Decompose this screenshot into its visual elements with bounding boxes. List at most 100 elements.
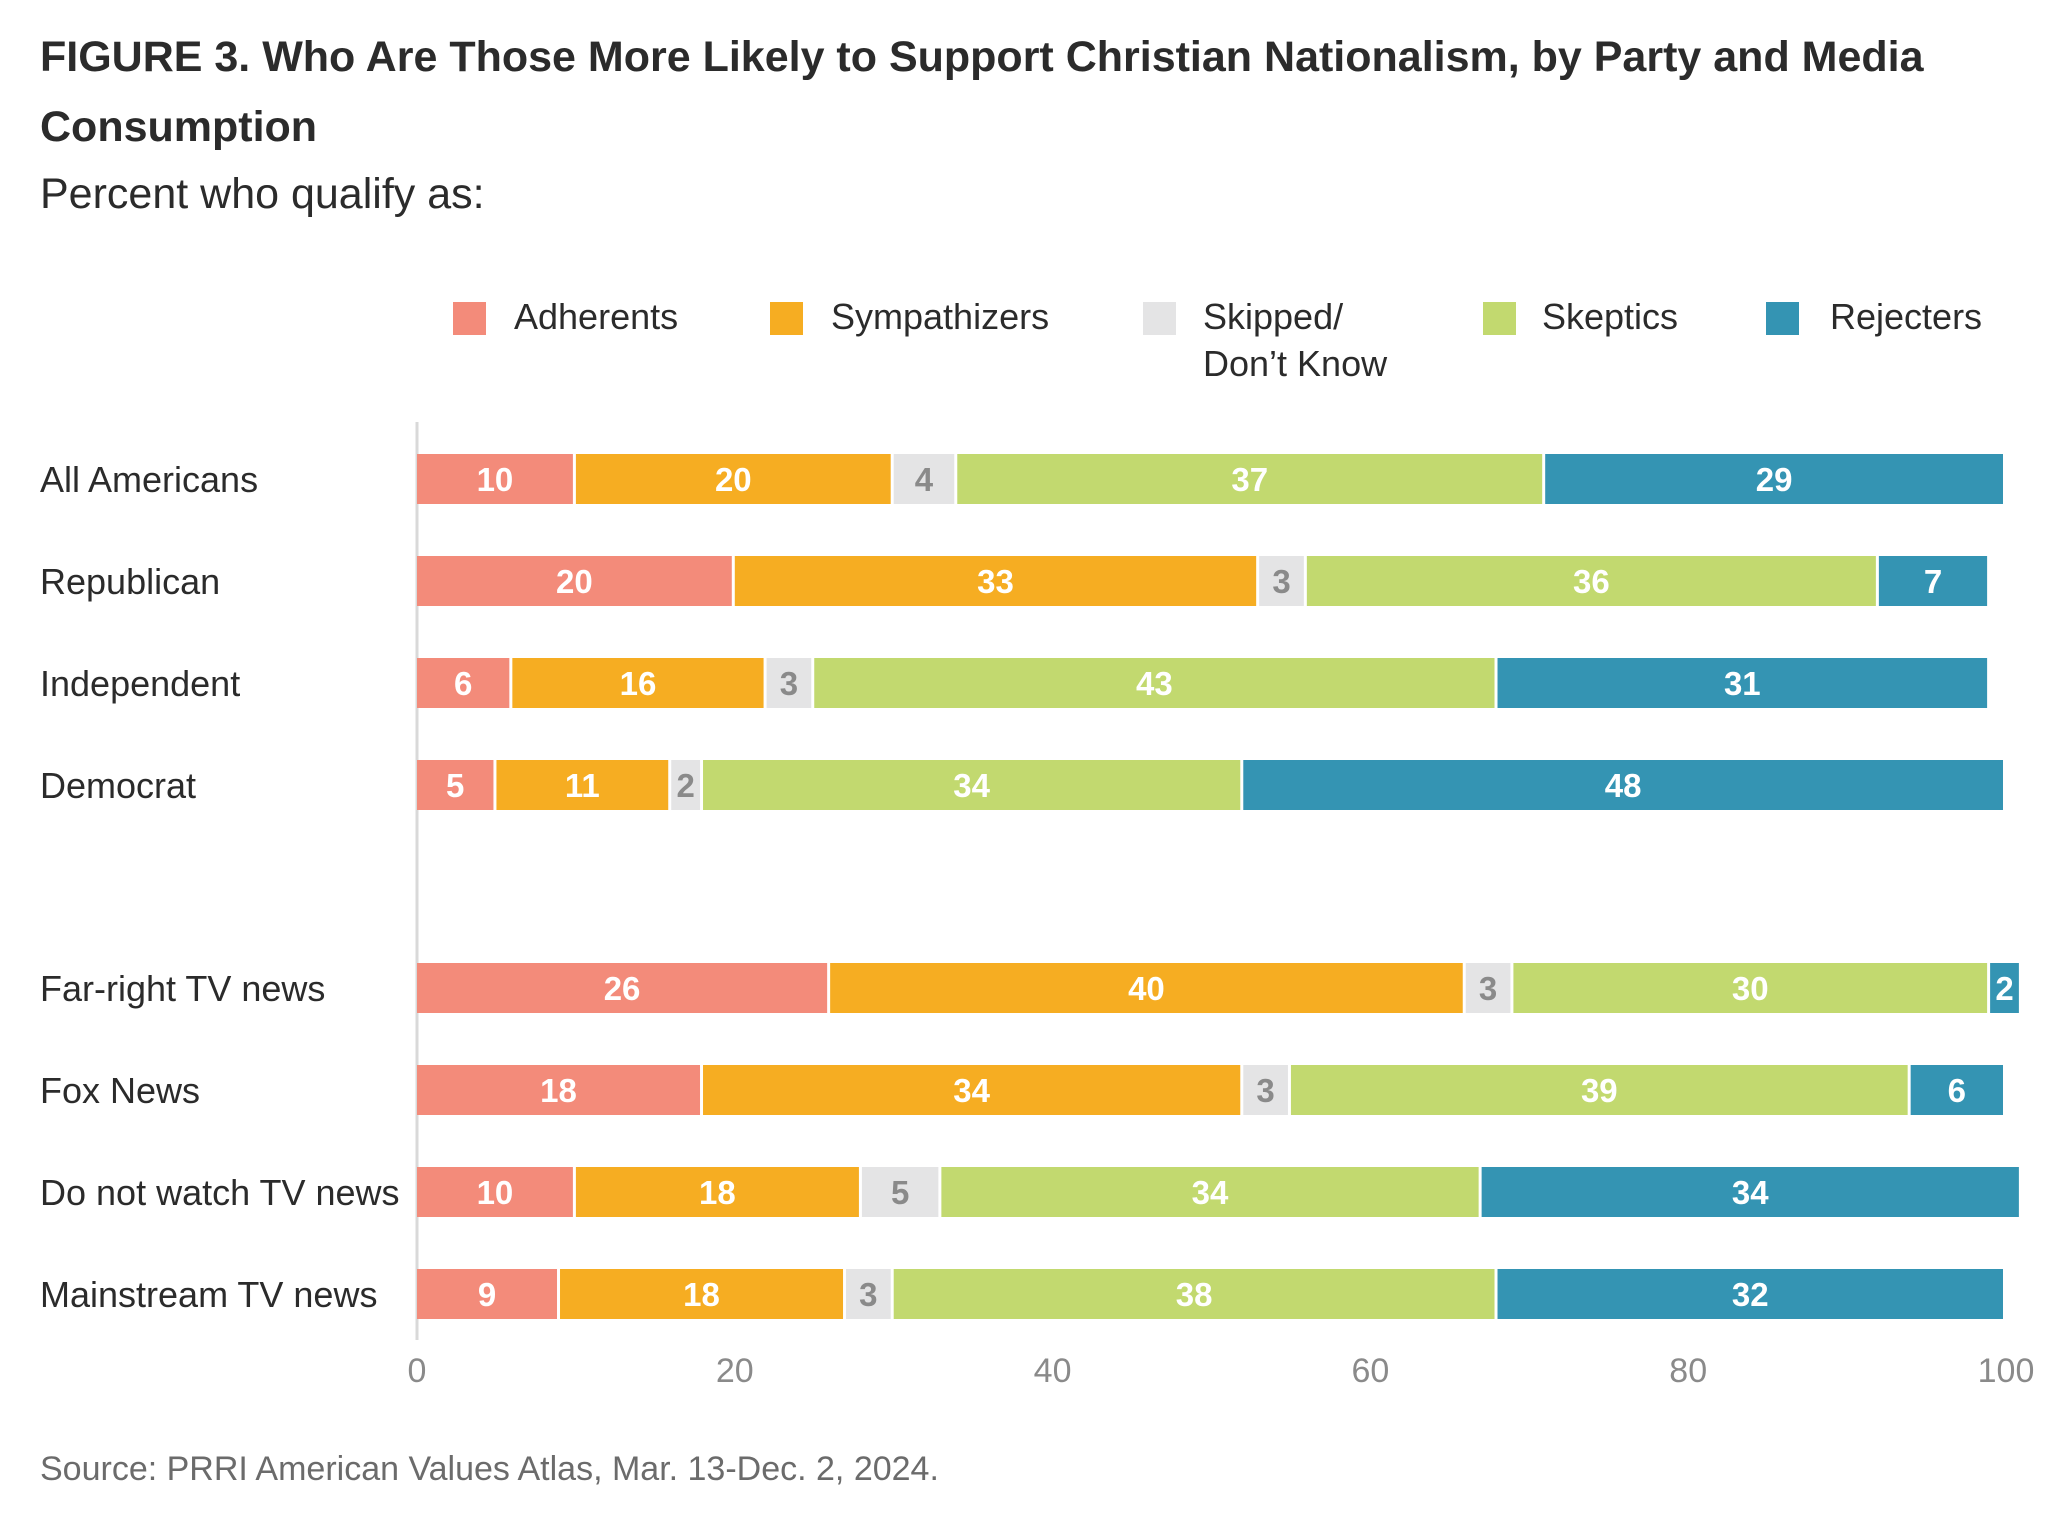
bar-segment-adherents-far-right-tv-news	[417, 963, 828, 1013]
chart-subtitle: Percent who qualify as:	[40, 170, 485, 218]
legend-swatch-rejecters	[1766, 302, 1799, 335]
legend-swatch-skeptics	[1483, 302, 1516, 335]
x-tick-label-0: 0	[408, 1352, 427, 1390]
bar-segment-skipped-don-t-know-democrat	[671, 760, 701, 810]
data-label-rejecters-do-not-watch-tv-news: 34	[1732, 1174, 1769, 1211]
data-label-rejecters-republican: 7	[1924, 563, 1942, 600]
data-label-adherents-independent: 6	[454, 665, 472, 702]
legend-label-rejecters: Rejecters	[1830, 296, 1982, 337]
category-label-independent: Independent	[40, 663, 240, 704]
data-label-rejecters-mainstream-tv-news: 32	[1732, 1276, 1769, 1313]
data-label-skeptics-all-americans: 37	[1231, 461, 1268, 498]
data-label-skeptics-democrat: 34	[953, 767, 990, 804]
bar-segment-rejecters-far-right-tv-news	[1990, 963, 2019, 1013]
bar-segment-skeptics-mainstream-tv-news	[893, 1269, 1495, 1319]
data-label-sympathizers-independent: 16	[620, 665, 657, 702]
bar-segment-sympathizers-all-americans	[575, 454, 891, 504]
bar-segment-adherents-independent	[417, 658, 510, 708]
data-label-rejecters-all-americans: 29	[1756, 461, 1793, 498]
data-label-rejecters-democrat: 48	[1605, 767, 1642, 804]
bar-segment-sympathizers-independent	[512, 658, 764, 708]
data-label-sympathizers-mainstream-tv-news: 18	[683, 1276, 720, 1313]
bar-row-all-americans: All Americans 10 20 4 37 29	[40, 454, 2003, 504]
x-tick-label-60: 60	[1351, 1352, 1389, 1390]
data-label-skipped-don-t-know-do-not-watch-tv-news: 5	[891, 1174, 909, 1211]
legend-swatch-adherents	[453, 302, 486, 335]
data-label-adherents-far-right-tv-news: 26	[604, 970, 641, 1007]
bar-segment-adherents-fox-news	[417, 1065, 701, 1115]
data-label-skeptics-mainstream-tv-news: 38	[1176, 1276, 1213, 1313]
bar-segment-rejecters-republican	[1878, 556, 1988, 606]
data-label-sympathizers-do-not-watch-tv-news: 18	[699, 1174, 736, 1211]
bar-segment-adherents-democrat	[417, 760, 494, 810]
data-label-skipped-don-t-know-democrat: 2	[676, 767, 694, 804]
data-label-skipped-don-t-know-mainstream-tv-news: 3	[859, 1276, 877, 1313]
bar-segment-skeptics-republican	[1306, 556, 1876, 606]
bar-segment-adherents-mainstream-tv-news	[417, 1269, 558, 1319]
data-label-skipped-don-t-know-all-americans: 4	[915, 461, 934, 498]
data-label-skipped-don-t-know-fox-news: 3	[1256, 1072, 1274, 1109]
legend-label-skeptics: Skeptics	[1542, 296, 1678, 337]
data-label-adherents-all-americans: 10	[477, 461, 514, 498]
bar-segment-skipped-don-t-know-republican	[1259, 556, 1304, 606]
bar-segment-rejecters-fox-news	[1910, 1065, 2003, 1115]
bar-row-far-right-tv-news: Far-right TV news 26 40 3 30 2	[40, 963, 2019, 1013]
bar-segment-skipped-don-t-know-do-not-watch-tv-news	[861, 1167, 939, 1217]
bar-segment-skipped-don-t-know-far-right-tv-news	[1465, 963, 1511, 1013]
data-label-adherents-fox-news: 18	[540, 1072, 577, 1109]
data-label-sympathizers-republican: 33	[977, 563, 1014, 600]
data-label-rejecters-independent: 31	[1724, 665, 1761, 702]
bar-segment-skipped-don-t-know-fox-news	[1243, 1065, 1288, 1115]
data-label-adherents-democrat: 5	[446, 767, 464, 804]
data-label-adherents-mainstream-tv-news: 9	[478, 1276, 496, 1313]
legend-label-sympathizers: Sympathizers	[831, 296, 1049, 337]
data-label-skipped-don-t-know-far-right-tv-news: 3	[1479, 970, 1497, 1007]
bar-segment-adherents-all-americans	[417, 454, 573, 504]
bar-segment-adherents-do-not-watch-tv-news	[417, 1167, 573, 1217]
data-label-sympathizers-democrat: 11	[565, 767, 600, 804]
chart-legend: Adherents Sympathizers Skipped/Don’t Know S…	[453, 296, 1982, 384]
legend-label-skipped-don-t-know: Skipped/Don’t Know	[1203, 296, 1388, 384]
bar-segment-rejecters-mainstream-tv-news	[1497, 1269, 2003, 1319]
bar-segment-sympathizers-republican	[734, 556, 1257, 606]
data-label-sympathizers-far-right-tv-news: 40	[1128, 970, 1165, 1007]
bar-row-democrat: Democrat 5 11 2 34 48	[40, 760, 2003, 810]
bar-segment-skipped-don-t-know-independent	[766, 658, 812, 708]
bar-segment-rejecters-democrat	[1243, 760, 2003, 810]
chart-title: FIGURE 3. Who Are Those More Likely to S…	[40, 33, 1924, 151]
category-label-democrat: Democrat	[40, 765, 196, 806]
source-note: Source: PRRI American Values Atlas, Mar.…	[40, 1450, 939, 1488]
x-tick-label-20: 20	[716, 1352, 754, 1390]
category-label-all-americans: All Americans	[40, 459, 258, 500]
data-label-skeptics-fox-news: 39	[1581, 1072, 1618, 1109]
data-label-skipped-don-t-know-independent: 3	[780, 665, 798, 702]
bar-segment-adherents-republican	[417, 556, 732, 606]
bar-segment-skeptics-fox-news	[1290, 1065, 1908, 1115]
data-label-rejecters-fox-news: 6	[1948, 1072, 1966, 1109]
data-label-sympathizers-all-americans: 20	[715, 461, 752, 498]
legend-label-adherents: Adherents	[514, 296, 678, 337]
data-label-adherents-do-not-watch-tv-news: 10	[477, 1174, 514, 1211]
bar-segment-skeptics-far-right-tv-news	[1513, 963, 1988, 1013]
bar-segment-skeptics-democrat	[703, 760, 1241, 810]
bar-segment-skeptics-independent	[814, 658, 1495, 708]
bar-segment-sympathizers-far-right-tv-news	[830, 963, 1463, 1013]
legend-swatch-sympathizers	[770, 302, 803, 335]
bar-row-mainstream-tv-news: Mainstream TV news 9 18 3 38 32	[40, 1269, 2003, 1319]
bar-segment-sympathizers-do-not-watch-tv-news	[575, 1167, 859, 1217]
category-label-republican: Republican	[40, 561, 220, 602]
bar-segment-sympathizers-mainstream-tv-news	[560, 1269, 844, 1319]
legend-swatch-skipped-don-t-know	[1143, 302, 1176, 335]
data-label-sympathizers-fox-news: 34	[953, 1072, 990, 1109]
category-label-fox-news: Fox News	[40, 1070, 200, 1111]
bar-segment-skipped-don-t-know-all-americans	[893, 454, 955, 504]
bar-segment-sympathizers-fox-news	[703, 1065, 1241, 1115]
data-label-skeptics-far-right-tv-news: 30	[1732, 970, 1769, 1007]
bar-segment-rejecters-independent	[1497, 658, 1988, 708]
bar-row-republican: Republican 20 33 3 36 7	[40, 556, 1988, 606]
x-tick-label-40: 40	[1034, 1352, 1072, 1390]
bar-segment-sympathizers-democrat	[496, 760, 669, 810]
data-label-skeptics-republican: 36	[1573, 563, 1610, 600]
bar-row-fox-news: Fox News 18 34 3 39 6	[40, 1065, 2003, 1115]
